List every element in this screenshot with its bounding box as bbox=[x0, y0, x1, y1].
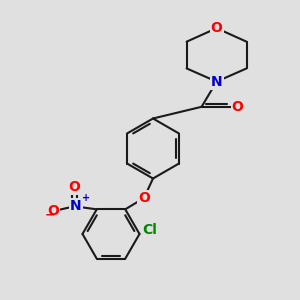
Text: N: N bbox=[70, 199, 82, 213]
Text: O: O bbox=[47, 204, 59, 218]
Text: O: O bbox=[138, 191, 150, 205]
Text: N: N bbox=[211, 75, 222, 88]
Text: O: O bbox=[211, 21, 223, 35]
Text: Cl: Cl bbox=[142, 223, 158, 236]
Text: +: + bbox=[82, 193, 90, 203]
Text: O: O bbox=[68, 180, 80, 194]
Text: −: − bbox=[44, 208, 55, 221]
Text: O: O bbox=[232, 100, 244, 114]
